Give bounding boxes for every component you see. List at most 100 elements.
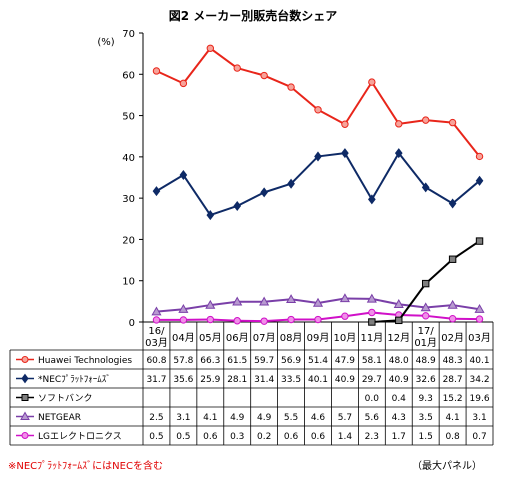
data-point xyxy=(152,316,161,324)
series-line-segment xyxy=(398,303,426,309)
data-point xyxy=(393,299,404,308)
table-cell: 40.9 xyxy=(389,375,409,385)
series-line-segment xyxy=(425,119,453,124)
series-line-segment xyxy=(452,240,481,261)
table-cell: 0.6 xyxy=(311,432,326,442)
x-tick-label: 11月 xyxy=(360,332,383,344)
series-line-segment xyxy=(183,304,211,311)
table-cell: 1.5 xyxy=(419,432,433,442)
table-cell: 40.1 xyxy=(470,356,490,366)
series-line-segment xyxy=(182,47,212,84)
table-cell: 4.6 xyxy=(311,413,326,423)
series-line-segment xyxy=(182,174,212,216)
data-point xyxy=(368,318,376,326)
table-cell: 1.4 xyxy=(338,432,353,442)
data-point xyxy=(287,83,295,91)
series-line-segment xyxy=(236,67,265,77)
panel-note: （最大パネル） xyxy=(412,461,482,472)
series-line-segment xyxy=(344,81,373,125)
series-line-segment xyxy=(317,152,346,158)
series-2 xyxy=(152,148,484,221)
table-cell: 0.8 xyxy=(445,432,460,442)
data-point xyxy=(420,302,431,312)
legend-entry xyxy=(16,373,34,384)
table-cell: 28.1 xyxy=(227,375,247,385)
x-tick-label: 01月 xyxy=(414,337,437,349)
series-3 xyxy=(368,237,484,326)
y-tick-label: 50 xyxy=(122,112,135,123)
data-point xyxy=(368,308,376,317)
series-line-segment xyxy=(371,311,399,316)
data-point xyxy=(395,316,403,325)
table-cell: 0.6 xyxy=(284,432,299,442)
series-line-segment xyxy=(210,318,238,322)
table-cell: 0.7 xyxy=(472,432,486,442)
table-cell: 28.7 xyxy=(443,375,463,385)
data-point xyxy=(448,314,457,323)
table-cell: 0.0 xyxy=(365,394,380,404)
x-tick-label: 16/ xyxy=(148,326,165,337)
table-cell: 31.7 xyxy=(146,375,166,385)
data-point xyxy=(179,316,188,324)
x-tick-label: 04月 xyxy=(172,332,195,344)
table-cell: 48.3 xyxy=(443,356,463,366)
data-point xyxy=(448,255,457,263)
table-cell: 32.6 xyxy=(416,375,436,385)
series-1 xyxy=(152,44,484,161)
table-cell: 3.5 xyxy=(419,413,433,423)
table-cell: 0.6 xyxy=(203,432,218,442)
data-point xyxy=(260,71,268,80)
table-cell: 2.5 xyxy=(149,413,163,423)
x-tick-label: 06月 xyxy=(226,332,249,344)
data-point xyxy=(368,78,376,86)
series-line-segment xyxy=(155,174,184,192)
series-4 xyxy=(151,293,485,316)
data-point xyxy=(475,175,484,186)
series-line-segment xyxy=(371,297,399,306)
legend-label: Huawei Technologies xyxy=(38,356,132,366)
x-tick-label: 05月 xyxy=(199,332,222,344)
data-point xyxy=(341,312,349,320)
legend-marker xyxy=(21,373,29,384)
data-point xyxy=(314,106,322,114)
series-line-segment xyxy=(371,319,399,323)
x-tick-label: 07月 xyxy=(253,332,276,344)
data-point xyxy=(286,294,297,303)
y-tick-label: 60 xyxy=(122,70,135,81)
series-line-segment xyxy=(290,298,319,304)
series-line-segment xyxy=(264,318,292,323)
data-point xyxy=(394,148,403,159)
x-tick-label: 12月 xyxy=(387,332,410,344)
table-cell: 48.0 xyxy=(389,356,409,366)
table-cell: 5.6 xyxy=(365,413,380,423)
data-point xyxy=(312,297,324,307)
series-line-segment xyxy=(425,186,454,205)
table-cell: 59.7 xyxy=(254,356,274,366)
x-tick-label: 09月 xyxy=(307,332,330,344)
table-cell: 4.1 xyxy=(445,413,459,423)
series-line-segment xyxy=(317,297,346,304)
x-tick-label: 02月 xyxy=(441,332,464,344)
y-tick-label: 0 xyxy=(129,318,135,329)
data-point xyxy=(421,279,430,288)
x-tick-label: 08月 xyxy=(280,332,303,344)
series-line-segment xyxy=(397,283,427,321)
table-cell: 4.9 xyxy=(230,413,245,423)
y-tick-label: 30 xyxy=(122,194,135,205)
table-cell: 31.4 xyxy=(254,375,274,385)
legend-entry xyxy=(16,356,34,363)
data-point xyxy=(260,187,268,198)
data-point xyxy=(395,120,403,128)
table-cell: 25.9 xyxy=(200,375,220,385)
table-cell: 0.2 xyxy=(257,432,271,442)
table-cell: 15.2 xyxy=(443,394,463,404)
series-line-segment xyxy=(156,70,184,85)
data-point xyxy=(179,79,188,88)
data-point xyxy=(314,151,322,162)
x-tick-label: 10月 xyxy=(334,332,357,344)
footnote: ※NECﾌﾟﾗｯﾄﾌｫｰﾑｽﾞにはNECを含む xyxy=(8,461,163,472)
series-line-segment xyxy=(209,47,238,69)
chart-title: 図2 メーカー別販売台数シェア xyxy=(169,8,338,23)
table-cell: 5.7 xyxy=(338,413,352,423)
